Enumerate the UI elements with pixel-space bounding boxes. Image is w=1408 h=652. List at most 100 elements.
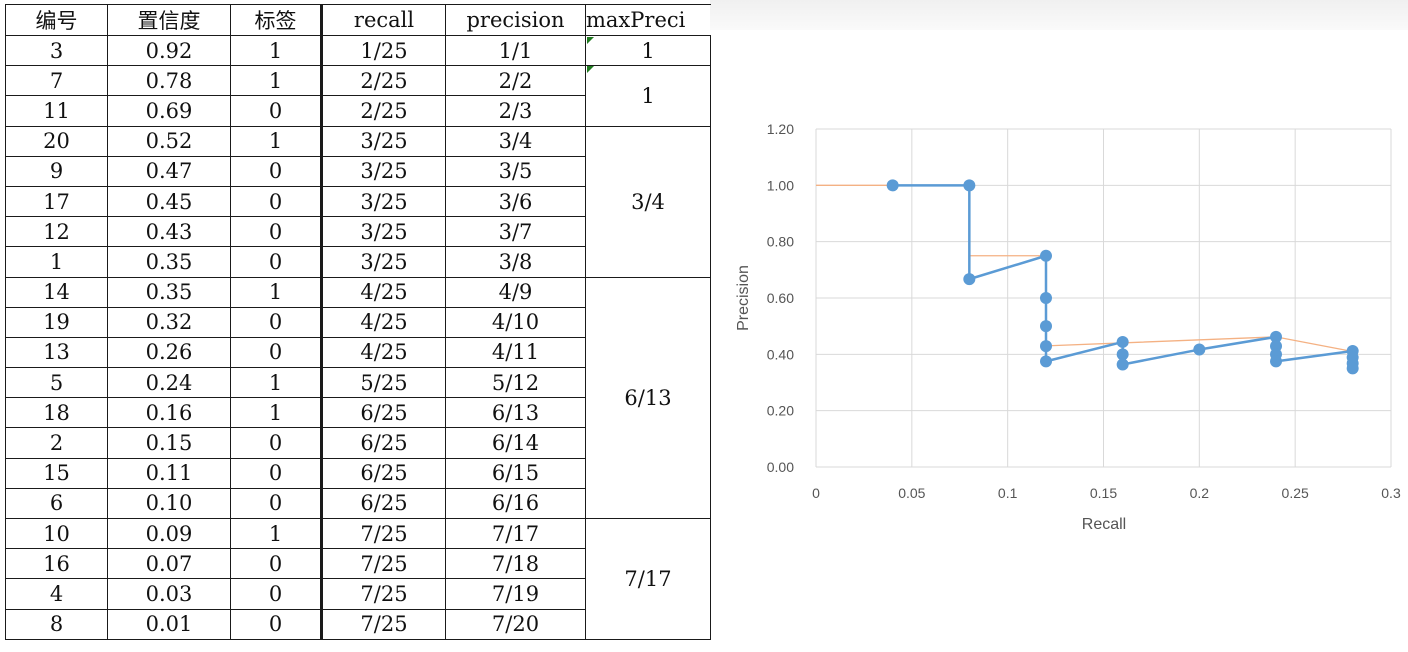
table-row: 8 0.01 0 7/25 7/20 <box>5 608 711 640</box>
cell-recall: 2/25 <box>321 65 446 97</box>
pr-curve-point <box>1040 340 1052 353</box>
table-row: 4 0.03 0 7/25 7/19 <box>5 578 711 610</box>
cell-label: 1 <box>230 517 323 550</box>
cell-precision: 7/20 <box>445 608 586 640</box>
cell-precision: 3/5 <box>445 155 586 187</box>
cell-recall: 2/25 <box>321 95 446 127</box>
cell-confidence: 0.01 <box>107 608 231 640</box>
comment-marker-1 <box>587 37 594 44</box>
cell-confidence: 0.47 <box>107 155 231 187</box>
table-row: 3 0.92 1 1/25 1/1 1 <box>5 34 711 67</box>
cell-id: 14 <box>5 276 108 308</box>
cell-confidence: 0.69 <box>107 95 231 127</box>
cell-confidence: 0.16 <box>107 397 231 429</box>
cell-precision: 6/15 <box>445 457 586 489</box>
cell-label: 1 <box>230 367 323 399</box>
pr-curve-point <box>1270 355 1282 368</box>
cell-confidence: 0.35 <box>107 276 231 308</box>
data-table: 编号 置信度 标签 recall precision maxPreci 3 0.9… <box>5 4 711 640</box>
cell-id: 19 <box>5 306 108 338</box>
x-tick-label: 0.05 <box>898 485 925 501</box>
table-row: 11 0.69 0 2/25 2/3 <box>5 95 711 127</box>
cell-confidence: 0.43 <box>107 216 231 248</box>
chart-series <box>816 179 1359 375</box>
cell-confidence: 0.52 <box>107 125 231 157</box>
pr-curve-point <box>1270 330 1282 343</box>
cell-label: 0 <box>230 306 323 338</box>
cell-confidence: 0.26 <box>107 336 231 369</box>
y-tick-label: 0.20 <box>767 403 794 419</box>
header-label: 标签 <box>230 4 323 36</box>
cell-id: 9 <box>5 155 108 187</box>
cell-recall: 6/25 <box>321 427 446 459</box>
y-tick-label: 1.00 <box>767 177 794 193</box>
table-row: 10 0.09 1 7/25 7/17 7/17 <box>5 517 711 640</box>
cell-label: 1 <box>230 397 323 429</box>
pr-curve-point <box>1040 320 1052 333</box>
cell-precision: 4/9 <box>445 276 586 308</box>
cell-confidence: 0.35 <box>107 246 231 278</box>
table-row: 6 0.10 0 6/25 6/16 <box>5 487 711 520</box>
cell-recall: 7/25 <box>321 578 446 610</box>
cell-label: 1 <box>230 65 323 97</box>
cell-label: 0 <box>230 487 323 520</box>
cell-id: 4 <box>5 578 108 610</box>
cell-id: 11 <box>5 95 108 127</box>
cell-id: 6 <box>5 487 108 520</box>
cell-precision: 4/11 <box>445 336 586 369</box>
cell-label: 0 <box>230 457 323 489</box>
cell-confidence: 0.78 <box>107 65 231 97</box>
cell-max-precision: 1 <box>585 34 711 67</box>
x-axis-label: Recall <box>1082 516 1126 533</box>
table-row: 20 0.52 1 3/25 3/4 3/4 <box>5 125 711 278</box>
cell-recall: 6/25 <box>321 457 446 489</box>
header-confidence: 置信度 <box>107 4 231 36</box>
pr-curve-point <box>886 179 899 192</box>
table-row: 13 0.26 0 4/25 4/11 <box>5 336 711 369</box>
cell-confidence: 0.15 <box>107 427 231 459</box>
chart-gridlines <box>815 128 1392 468</box>
cell-label: 0 <box>230 336 323 369</box>
cell-id: 3 <box>5 34 108 67</box>
table-row: 16 0.07 0 7/25 7/18 <box>5 548 711 580</box>
header-precision: precision <box>445 4 586 36</box>
cell-id: 20 <box>5 125 108 157</box>
comment-marker-2 <box>587 66 594 73</box>
cell-label: 0 <box>230 95 323 127</box>
pr-curve-point <box>1116 358 1129 371</box>
cell-id: 15 <box>5 457 108 489</box>
cell-label: 1 <box>230 125 323 157</box>
table-row: 5 0.24 1 5/25 5/12 <box>5 367 711 399</box>
cell-precision: 3/4 <box>445 125 586 157</box>
x-tick-label: 0.2 <box>1190 485 1210 501</box>
cell-confidence: 0.11 <box>107 457 231 489</box>
header-max-precision: maxPreci <box>585 4 711 36</box>
cell-id: 17 <box>5 185 108 218</box>
header-recall: recall <box>321 4 446 36</box>
cell-precision: 7/17 <box>445 517 586 550</box>
table-header-row: 编号 置信度 标签 recall precision maxPreci <box>5 4 711 36</box>
table-row: 14 0.35 1 4/25 4/9 6/13 <box>5 276 711 519</box>
table-row: 9 0.47 0 3/25 3/5 <box>5 155 711 187</box>
cell-recall: 3/25 <box>321 155 446 187</box>
cell-label: 0 <box>230 246 323 278</box>
cell-id: 16 <box>5 548 108 580</box>
cell-recall: 3/25 <box>321 125 446 157</box>
cell-id: 1 <box>5 246 108 278</box>
cell-recall: 6/25 <box>321 487 446 520</box>
cell-recall: 3/25 <box>321 185 446 218</box>
top-bar-background <box>710 0 1408 30</box>
cell-precision: 6/14 <box>445 427 586 459</box>
cell-recall: 4/25 <box>321 306 446 338</box>
cell-precision: 6/13 <box>445 397 586 429</box>
cell-id: 7 <box>5 65 108 97</box>
y-tick-label: 0.40 <box>767 346 794 362</box>
y-tick-label: 0.60 <box>767 290 794 306</box>
cell-precision: 2/3 <box>445 95 586 127</box>
cell-id: 5 <box>5 367 108 399</box>
cell-confidence: 0.92 <box>107 34 231 67</box>
table-row: 12 0.43 0 3/25 3/7 <box>5 216 711 248</box>
x-tick-label: 0.15 <box>1090 485 1117 501</box>
y-tick-label: 1.20 <box>767 121 794 137</box>
cell-recall: 7/25 <box>321 548 446 580</box>
